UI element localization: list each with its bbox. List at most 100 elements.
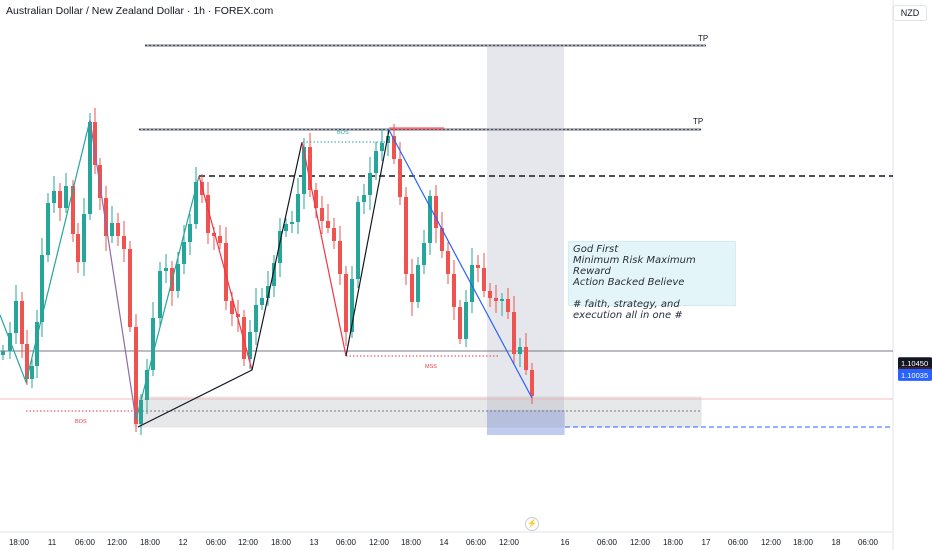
zigzag-down-3 — [301, 141, 347, 357]
candle-body — [158, 271, 162, 318]
x-tick-label: 18:00 — [9, 538, 30, 547]
price-label-bg — [898, 368, 932, 381]
x-tick-label: 12:00 — [761, 538, 782, 547]
price-label: 1.10035 — [901, 371, 928, 380]
zigzag-down-1 — [89, 119, 137, 421]
candle-body — [212, 233, 216, 236]
candle-body — [524, 347, 528, 370]
x-tick-label: 12:00 — [630, 538, 651, 547]
x-tick-label: 17 — [702, 538, 711, 547]
x-tick-label: 13 — [310, 538, 319, 547]
candle-body — [320, 208, 324, 221]
candle-body — [110, 223, 114, 236]
candle-body — [25, 344, 29, 379]
x-tick-label: 06:00 — [75, 538, 96, 547]
x-tick-label: 12:00 — [107, 538, 128, 547]
chart-title: Australian Dollar / New Zealand Dollar ·… — [6, 5, 274, 17]
candle-body — [482, 268, 486, 291]
note-line: God First — [573, 244, 619, 255]
candle-body — [362, 195, 366, 202]
candle-body — [428, 196, 432, 243]
x-tick-label: 11 — [48, 538, 57, 547]
zigzag-down-2 — [198, 175, 253, 371]
candle-body — [290, 222, 294, 224]
candle-body — [151, 318, 155, 370]
x-tick-label: 14 — [440, 538, 449, 547]
note-line — [573, 288, 731, 299]
candle-body — [512, 312, 516, 354]
tp-label-lower: TP — [693, 117, 703, 126]
candle-body — [128, 249, 132, 327]
text-note[interactable]: God First Minimum Risk Maximum Reward Ac… — [568, 241, 736, 321]
x-tick-label: 06:00 — [858, 538, 879, 547]
currency-button[interactable]: NZD — [893, 5, 927, 21]
note-line: Minimum Risk Maximum Reward — [573, 255, 696, 277]
x-tick-label: 06:00 — [206, 538, 227, 547]
x-tick-label: 06:00 — [466, 538, 487, 547]
candle-body — [458, 307, 462, 339]
candle-body — [218, 236, 222, 243]
tp-label-upper: TP — [698, 34, 708, 43]
x-tick-label: 18:00 — [401, 538, 422, 547]
candle-body — [380, 143, 384, 151]
candle-body — [254, 305, 258, 332]
candle-body — [518, 347, 522, 354]
zigzag-down-4 — [388, 129, 533, 399]
candle-body — [386, 136, 390, 143]
candle-body — [452, 274, 456, 307]
candle-body — [398, 159, 402, 197]
price-label: 1.10450 — [901, 359, 928, 368]
x-tick-label: 18:00 — [271, 538, 292, 547]
candle-body — [272, 263, 276, 286]
candle-body — [242, 317, 246, 359]
candle-body — [404, 197, 408, 274]
candle-body — [1, 351, 5, 355]
candle-body — [446, 251, 450, 274]
x-tick-label: 12:00 — [499, 538, 520, 547]
x-tick-label: 18:00 — [663, 538, 684, 547]
x-tick-label: 18 — [832, 538, 841, 547]
candle-body — [71, 186, 75, 234]
mss-label: MSS — [425, 364, 437, 370]
candle-body — [434, 196, 438, 228]
candle-body — [40, 255, 44, 322]
candle-body — [64, 186, 68, 208]
candle-body — [356, 202, 360, 279]
x-tick-label: 06:00 — [336, 538, 357, 547]
candle-body — [350, 279, 354, 332]
candle-body — [122, 236, 126, 249]
candle-body — [374, 151, 378, 173]
candle-body — [224, 243, 228, 301]
candle-body — [332, 228, 336, 241]
candle-body — [494, 298, 498, 301]
candle-body — [368, 173, 372, 195]
candle-body — [476, 265, 480, 268]
candle-body — [266, 286, 270, 298]
candle-body — [308, 147, 312, 190]
candle-body — [410, 274, 414, 302]
candle-body — [296, 194, 300, 222]
candle-body — [76, 234, 80, 262]
candle-body — [139, 400, 143, 424]
candle-body — [230, 301, 234, 314]
candle-body — [58, 191, 62, 208]
candle-body — [248, 332, 252, 359]
demand-zone — [133, 396, 702, 428]
x-tick-label: 18:00 — [140, 538, 161, 547]
candle-body — [88, 122, 92, 214]
candle-body — [182, 242, 186, 264]
candle-body — [194, 182, 198, 224]
candle-body — [416, 265, 420, 302]
zigzag-up-4 — [345, 129, 390, 357]
x-tick-label: 06:00 — [728, 538, 749, 547]
candle-body — [176, 264, 180, 291]
candle-body — [314, 190, 318, 208]
lightning-icon[interactable]: ⚡ — [525, 517, 539, 531]
zigzag-up-2 — [135, 175, 200, 421]
candle-body — [82, 214, 86, 262]
candle-body — [284, 224, 288, 231]
price-label-bg — [898, 357, 932, 370]
candle-body — [236, 314, 240, 317]
zigzag-up-3 — [137, 141, 303, 428]
